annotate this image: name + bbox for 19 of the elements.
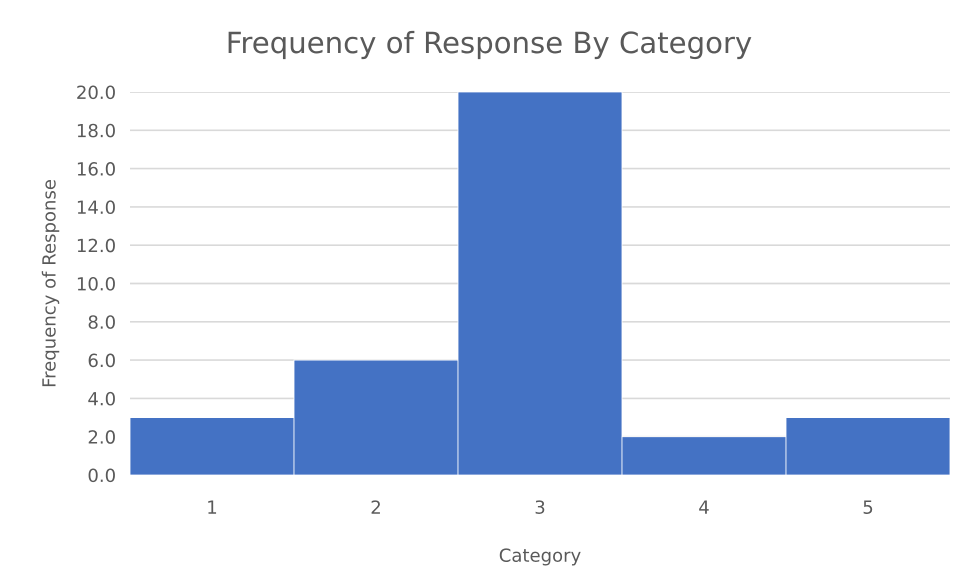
y-tick-label: 20.0 (77, 85, 115, 100)
y-tick-label: 0.0 (88, 468, 115, 482)
x-tick-label: 3 (536, 500, 544, 514)
y-tick-label: 16.0 (78, 162, 115, 176)
y-tick-label: 6.0 (88, 354, 115, 368)
x-axis-title: Category (500, 548, 581, 566)
y-axis-title: Frequency of Response (42, 180, 60, 386)
y-tick-label: 10.0 (78, 276, 115, 291)
x-tick-label: 1 (208, 500, 216, 514)
chart-title: Frequency of Response By Category (228, 30, 752, 60)
y-tick-label: 2.0 (88, 430, 115, 444)
y-tick-label: 18.0 (78, 124, 115, 138)
x-tick-label: 2 (372, 500, 380, 514)
y-tick-label: 12.0 (78, 238, 115, 252)
y-tick-label: 4.0 (88, 392, 115, 406)
y-tick-label: 8.0 (88, 315, 115, 329)
y-tick-label: 14.0 (78, 200, 115, 214)
x-tick-label: 5 (864, 500, 872, 514)
x-tick-label: 4 (699, 500, 709, 514)
